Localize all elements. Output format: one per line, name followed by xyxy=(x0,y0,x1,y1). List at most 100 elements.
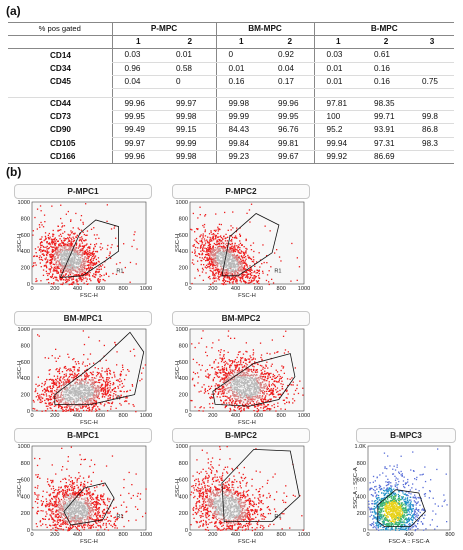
x-tick-label: 400 xyxy=(231,286,240,292)
table-row: CD73 99.95 99.98 99.99 99.95 100 99.71 99.8 xyxy=(8,110,455,125)
scatter-plot-bm-mpc2: BM-MPC2 0 200 400 600 800 1000 0 200 400 600 800 100… xyxy=(172,311,312,426)
table-cell: 0.01 xyxy=(215,62,267,76)
x-tick-label: 400 xyxy=(231,413,240,419)
marker-label: CD34 xyxy=(50,63,71,73)
y-tick-label: 600 xyxy=(21,233,30,239)
subheader: 3 xyxy=(410,35,455,50)
x-tick-label: 800 xyxy=(119,532,128,538)
y-tick-label: 600 xyxy=(21,478,30,484)
table-cell: 99.98 xyxy=(215,97,267,112)
table-cell: 99.97 xyxy=(111,137,164,151)
x-tick-label: 600 xyxy=(254,286,263,292)
x-tick-label: 400 xyxy=(231,532,240,538)
x-tick-label: 600 xyxy=(254,413,263,419)
marker-label: CD166 xyxy=(8,150,112,165)
x-tick-label: 1000 xyxy=(140,413,152,419)
y-tick-label: 600 xyxy=(357,478,366,484)
y-tick-label: 800 xyxy=(179,216,188,222)
table-cell: 0.01 xyxy=(313,62,363,76)
table-cell: 0.03 xyxy=(111,48,164,63)
table-cell: 99.95 xyxy=(111,110,164,125)
table-cell xyxy=(410,48,455,63)
y-tick-label: 400 xyxy=(21,249,30,255)
scatter-plot-b-mpc1: B-MPC1 R1 0 200 400 600 800 1000 0 200 400 600 800 10… xyxy=(14,428,154,545)
table-cell: 0.16 xyxy=(215,75,267,90)
marker-table: % pos gated P-MPC BM-MPC B-MPC 1 2 1 2 1… xyxy=(8,21,455,165)
table-cell: 86.8 xyxy=(410,123,455,138)
table-cell: 0 xyxy=(215,48,267,63)
y-tick-label: 1000 xyxy=(176,327,188,333)
y-tick-label: 0 xyxy=(185,282,188,288)
x-axis-label: FSC-H xyxy=(238,539,256,545)
y-tick-label: 0 xyxy=(185,409,188,415)
x-tick-label: 200 xyxy=(208,413,217,419)
table-cell: 99.97 xyxy=(164,97,217,112)
group-header-bm-mpc: BM-MPC xyxy=(215,21,315,37)
x-tick-label: 600 xyxy=(96,286,105,292)
subheader: 1 xyxy=(111,35,164,50)
scatter-plot-b-mpc3: B-MPC3 0 400 800 0 200 400 600 800 1.0K FSC-A :: F… xyxy=(352,428,458,545)
table-group-header-row: % pos gated P-MPC BM-MPC B-MPC xyxy=(8,21,455,37)
y-tick-label: 400 xyxy=(179,249,188,255)
x-tick-label: 600 xyxy=(96,413,105,419)
panel-a-label: (a) xyxy=(6,4,21,18)
gate-label: R xyxy=(116,396,120,402)
x-tick-label: 200 xyxy=(208,286,217,292)
gate-label: R1 xyxy=(274,269,281,275)
y-tick-label: 0 xyxy=(363,528,366,534)
group-header-b-mpc: B-MPC xyxy=(313,21,455,37)
marker-label: CD44 xyxy=(50,99,71,109)
subheader: 2 xyxy=(362,35,411,50)
table-cell: 96.76 xyxy=(266,123,315,138)
y-tick-label: 400 xyxy=(179,494,188,500)
y-axis-label: SSC-H xyxy=(175,234,181,252)
subheader: 2 xyxy=(266,35,315,50)
plot-title: P-MPC2 xyxy=(172,184,310,199)
x-axis-label: FSC-H xyxy=(80,539,98,545)
y-tick-label: 400 xyxy=(179,376,188,382)
gate-polygon xyxy=(212,353,296,407)
table-cell: 84.43 xyxy=(215,123,267,138)
table-body: CD14 0.03 0.01 0 0.92 0.03 0.61 CD34 0.96 0.58 0.0… xyxy=(8,48,455,165)
scatter-svg: 0 200 400 600 800 1000 0 200 400 600 800 1000 FSC-H S… xyxy=(175,327,310,426)
table-subheader-row: 1 2 1 2 1 2 3 xyxy=(8,35,455,50)
table-row: CD44 99.96 99.97 99.98 99.96 97.81 98.35 xyxy=(8,97,455,112)
y-tick-label: 200 xyxy=(21,393,30,399)
gate-polygon xyxy=(377,489,426,527)
y-tick-label: 600 xyxy=(21,360,30,366)
table-cell: 99.98 xyxy=(164,150,217,165)
table-cell: 99.96 xyxy=(266,97,315,112)
x-tick-label: 200 xyxy=(50,286,59,292)
table-row: CD166 99.96 99.98 99.23 99.67 99.92 86.69 xyxy=(8,150,455,165)
y-axis-label: SSC-H xyxy=(17,479,23,497)
table-cell: 0.58 xyxy=(164,62,217,76)
table-cell: 98.3 xyxy=(410,137,455,151)
x-axis-label: FSC-H xyxy=(80,420,98,426)
x-tick-label: 0 xyxy=(30,286,33,292)
x-axis-label: FSC-A :: FSC-A xyxy=(389,539,430,545)
x-tick-label: 400 xyxy=(404,532,413,538)
table-row: CD90 99.49 99.15 84.43 96.76 95.2 93.91 86.8 xyxy=(8,123,455,138)
x-tick-label: 0 xyxy=(188,286,191,292)
table-cell: 0.96 xyxy=(111,62,164,76)
y-tick-label: 200 xyxy=(179,266,188,272)
gate-polygon xyxy=(54,331,145,405)
plot-title: P-MPC1 xyxy=(14,184,152,199)
x-tick-label: 800 xyxy=(277,286,286,292)
y-tick-label: 0 xyxy=(185,528,188,534)
table-cell: 99.81 xyxy=(266,137,315,151)
table-cell: 86.69 xyxy=(362,150,411,165)
gate-label: R1 xyxy=(116,514,123,520)
table-cell xyxy=(410,97,455,112)
table-cell: 99.23 xyxy=(215,150,267,165)
scatter-points xyxy=(190,203,301,286)
y-tick-label: 800 xyxy=(21,461,30,467)
plot-title: B-MPC2 xyxy=(172,428,310,443)
table-corner-label: % pos gated xyxy=(8,21,112,37)
x-axis-label: FSC-H xyxy=(238,293,256,299)
subheader: 1 xyxy=(215,35,267,50)
table-row: CD105 99.97 99.99 99.84 99.81 99.94 97.31 98.3 xyxy=(8,137,455,151)
table-cell: 99.99 xyxy=(215,110,267,125)
subheader: 2 xyxy=(164,35,217,50)
x-tick-label: 0 xyxy=(188,532,191,538)
